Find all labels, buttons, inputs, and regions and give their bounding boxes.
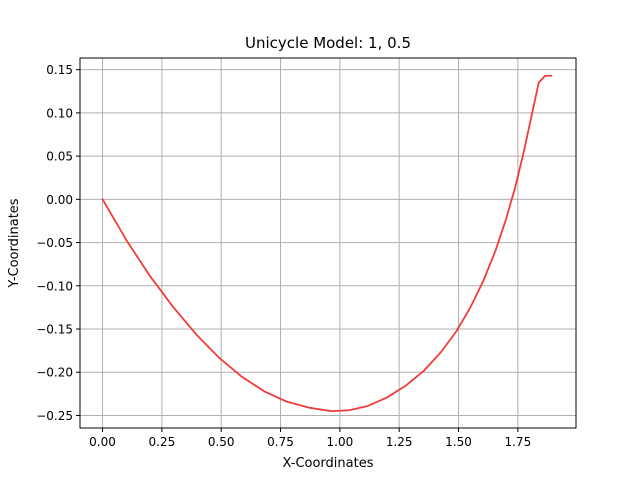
y-tick-label: −0.20 xyxy=(36,366,73,380)
x-tick-label: 1.75 xyxy=(504,435,531,449)
y-tick-label: 0.10 xyxy=(46,106,73,120)
y-tick-label: 0.00 xyxy=(46,193,73,207)
y-tick-label: −0.05 xyxy=(36,236,73,250)
y-axis-ticks: 0.15 0.10 0.05 0.00 −0.05 −0.10 −0.15 −0.20 −0.2… xyxy=(36,63,80,423)
x-axis-label: X-Coordinates xyxy=(283,456,374,471)
x-tick-label: 0.00 xyxy=(89,435,116,449)
grid-lines xyxy=(80,58,576,428)
trajectory-line xyxy=(101,74,552,413)
y-axis-label: Y-Coordinates xyxy=(7,198,22,288)
x-axis-ticks: 0.00 0.25 0.50 0.75 1.00 1.25 1.50 1.75 xyxy=(89,428,531,449)
chart-title: Unicycle Model: 1, 0.5 xyxy=(245,34,411,52)
x-tick-label: 1.50 xyxy=(445,435,472,449)
series-layer xyxy=(101,74,552,413)
y-tick-label: −0.10 xyxy=(36,279,73,293)
y-tick-label: 0.15 xyxy=(46,63,73,77)
y-tick-label: −0.25 xyxy=(36,409,73,423)
y-tick-label: −0.15 xyxy=(36,323,73,337)
x-tick-label: 1.00 xyxy=(327,435,354,449)
y-tick-label: 0.05 xyxy=(46,150,73,164)
x-tick-label: 0.75 xyxy=(267,435,294,449)
x-tick-label: 1.25 xyxy=(386,435,413,449)
x-tick-label: 0.25 xyxy=(149,435,176,449)
x-tick-label: 0.50 xyxy=(208,435,235,449)
